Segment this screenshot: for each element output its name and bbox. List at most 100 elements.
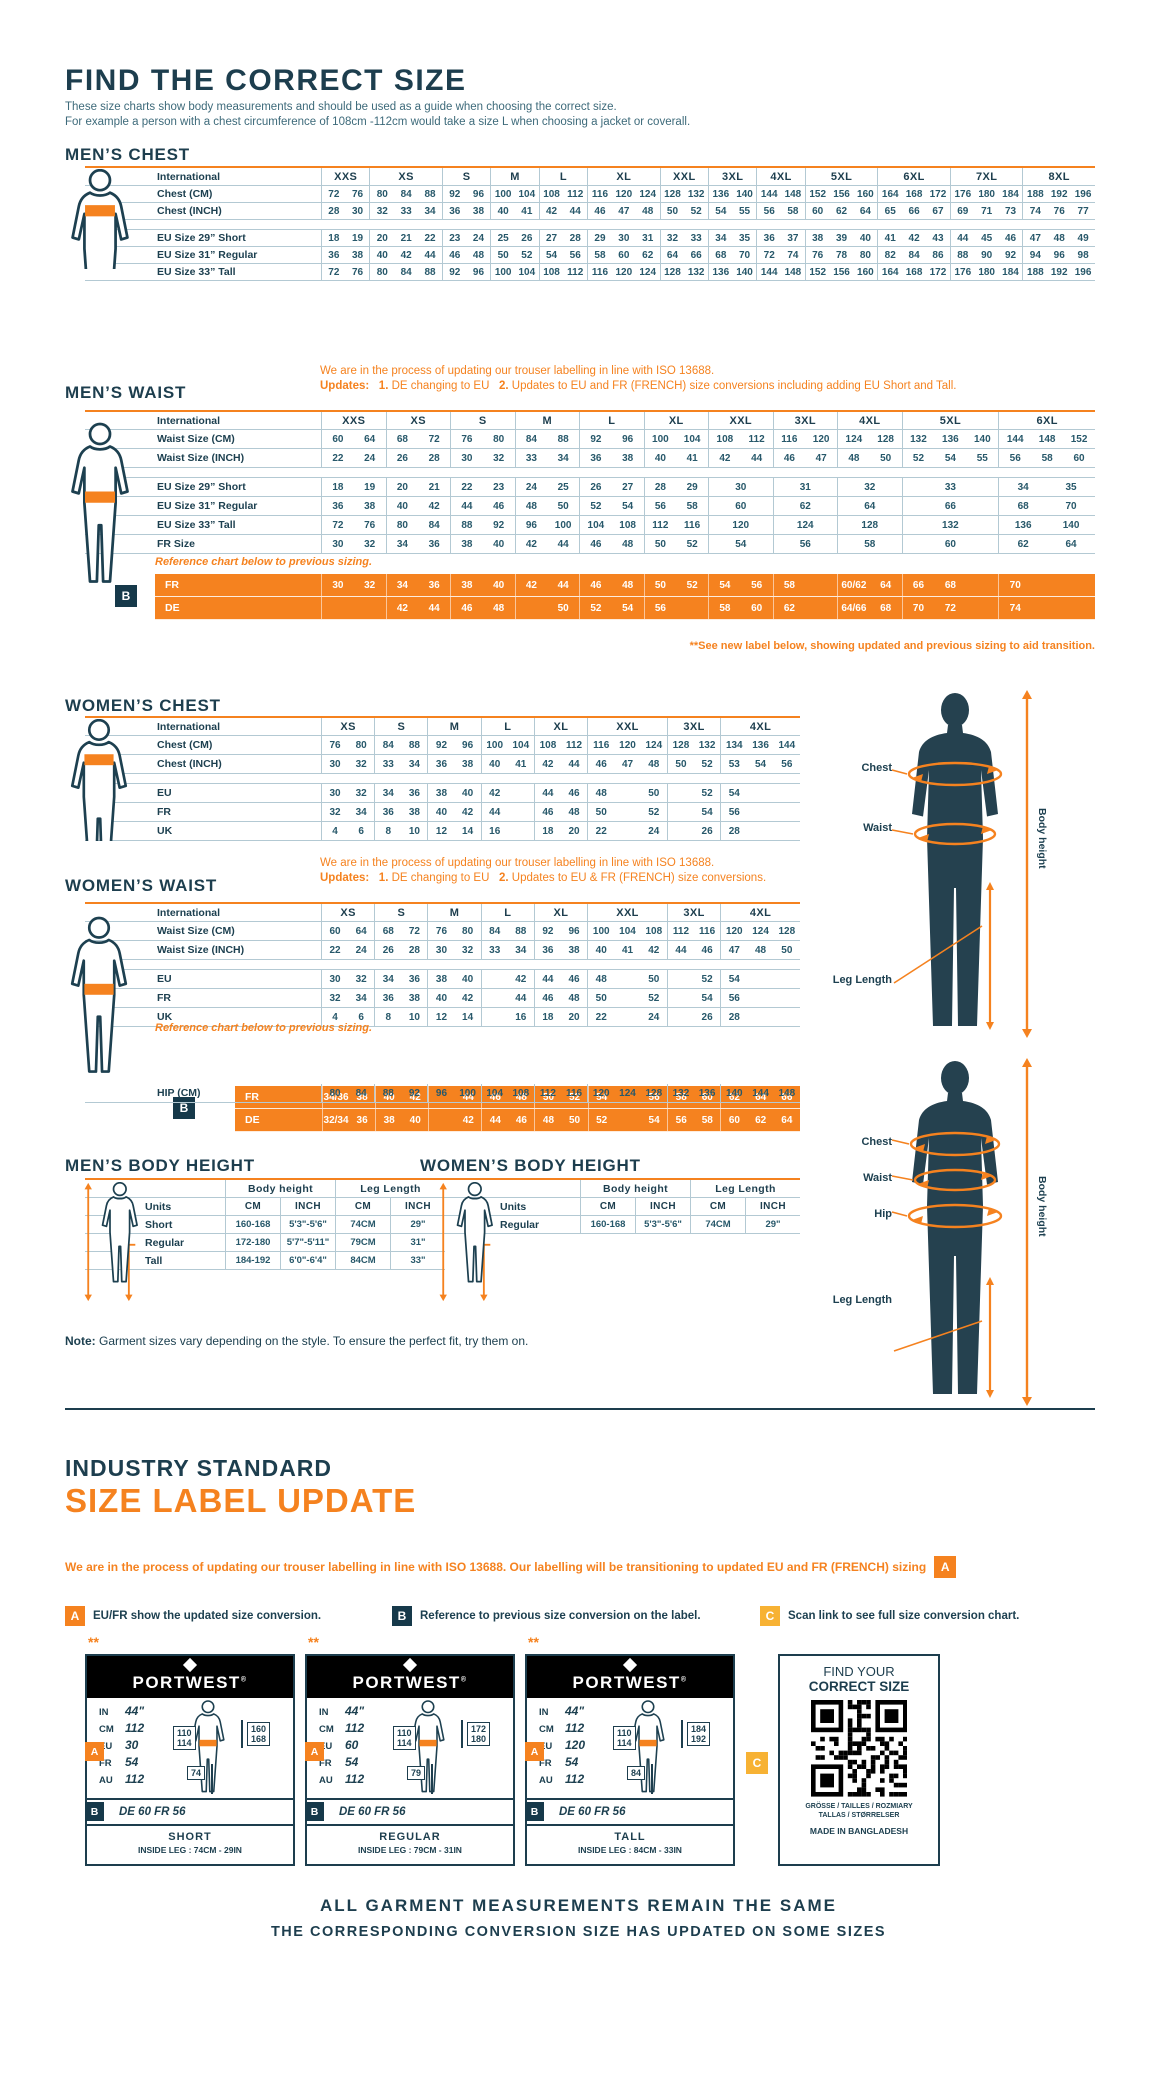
table-value: 52 — [648, 992, 660, 1004]
table-value: 92 — [590, 433, 602, 445]
table-cell: 88 92 — [374, 1084, 427, 1102]
table-row: EU Size 31” Regular 36 38 40 42 44 46 48 50 52 54 5… — [85, 497, 1095, 516]
industry-note: We are in the process of updating our tr… — [65, 1556, 957, 1578]
table-value: 54 — [648, 1114, 660, 1126]
height-measure-box: 160 168 — [247, 1722, 271, 1746]
row-label: DE — [245, 1114, 260, 1126]
bh-units-row: Units CM INCH CM INCH — [85, 1198, 445, 1216]
table-value: 53 — [728, 758, 740, 770]
table-value: 24 — [364, 452, 376, 464]
table-value: 80 — [859, 249, 871, 261]
table-cell: 42 44 — [538, 203, 587, 219]
table-cell: 16 — [480, 822, 534, 840]
table-value: 60 — [735, 500, 747, 512]
table-value: 184-192 — [235, 1255, 271, 1266]
table-value: 31 — [642, 232, 654, 244]
table-value: 76 — [1053, 205, 1065, 217]
table-cell: 72 76 — [321, 186, 369, 202]
table-cell: 152 156 160 — [804, 186, 878, 202]
table-row: FR 34/36 38 40 42 44 46 48 50 52 54 56 58 60 62 64 66 — [235, 1086, 800, 1109]
table-row: EU 30 32 34 36 38 40 42 44 46 48 50 52 54 — [85, 970, 800, 989]
table-value: 46 — [594, 205, 606, 217]
table-value: 56 — [648, 1091, 660, 1103]
column-header: International — [157, 720, 221, 733]
table-cell: 38 40 — [427, 970, 480, 988]
row-label: Units — [500, 1200, 527, 1213]
updates-label: Updates: — [320, 380, 370, 392]
table-value: 96 — [622, 433, 634, 445]
table-value: 78 — [835, 249, 848, 261]
garment-note-text: Garment sizes vary depending on the styl… — [95, 1334, 529, 1348]
brand-name: PORTWEST® — [352, 1673, 468, 1692]
table-cell: 42 44 — [514, 574, 580, 596]
table-value: 136 — [942, 433, 959, 445]
update-note-line2: Updates: 1. DE changing to EU 2. Updates… — [320, 871, 1100, 886]
footer-line-1: ALL GARMENT MEASUREMENTS REMAIN THE SAME — [320, 1896, 837, 1915]
garment-note: Note: Garment sizes vary depending on th… — [65, 1334, 528, 1348]
mens-body-height-figure-icon — [84, 1181, 146, 1302]
size-label-update-title: SIZE LABEL UPDATE — [65, 1482, 417, 1519]
table-value: 42 — [908, 232, 920, 244]
table-cell: 41 42 43 — [877, 230, 950, 246]
table-cell: 30 — [708, 478, 773, 496]
table-value: 64/66 — [841, 602, 867, 614]
table-cell: 40 42 — [427, 803, 480, 821]
table-value: 74 — [787, 249, 799, 261]
size-value: 54 — [125, 1755, 139, 1769]
table-value: 88 — [408, 739, 420, 751]
table-value: 180 — [978, 266, 995, 278]
table-value: 47 — [618, 205, 630, 217]
table-cell: 28 29 — [643, 478, 709, 496]
table-value: 45 — [981, 232, 993, 244]
table-cell: 12 14 — [427, 1008, 480, 1026]
table-value: 96 — [472, 188, 485, 200]
table-row: Short 160-168 5'3"-5'6" 74CM 29" — [85, 1216, 445, 1234]
table-value: 140 — [736, 188, 753, 200]
table-value: 136 — [712, 188, 730, 200]
table-value: 46 — [590, 538, 602, 550]
table-value: 67 — [932, 205, 944, 217]
table-value: 92 — [1004, 249, 1017, 261]
table-value: 40 — [376, 249, 388, 261]
table-value: 124 — [752, 925, 769, 937]
label-footer: SHORT INSIDE LEG : 74CM - 29IN — [87, 1824, 293, 1868]
table-value: 33 — [525, 452, 537, 464]
table-value: 22 — [595, 1011, 607, 1023]
table-cell: 36 38 — [374, 989, 427, 1007]
table-value: 66 — [908, 205, 920, 217]
table-value: 34 — [396, 579, 408, 591]
table-cell: 140 144 148 — [720, 1084, 800, 1102]
table-value: 46 — [590, 579, 602, 591]
table-row: EU Size 33” Tall 72 76 80 84 88 92 96 100 104 108 1… — [85, 516, 1095, 535]
table-value: 42 — [542, 758, 554, 770]
bh-unit-header: CM — [335, 1198, 390, 1215]
table-value: 96 — [1053, 249, 1065, 261]
table-cell: 34 35 — [708, 230, 756, 246]
table-value: 54 — [735, 538, 747, 550]
table-value: 60 — [1073, 452, 1085, 464]
table-cell: 44 46 — [533, 784, 587, 802]
table-row: Waist Size (INCH) 22 24 26 28 30 32 33 34 36 38 40 4… — [85, 941, 800, 960]
bh-group-header-row: Body height Leg Length — [440, 1178, 800, 1198]
label-size-row: EU 120 — [527, 1738, 733, 1755]
table-value: 62 — [799, 500, 811, 512]
table-cell: 128 132 — [659, 186, 708, 202]
table-cell: 46 48 — [533, 989, 587, 1007]
table-cell: 46 48 — [441, 247, 490, 263]
table-cell: 50 52 — [587, 989, 667, 1007]
womens-waist-update-note: We are in the process of updating our tr… — [320, 856, 1100, 886]
size-value: 44" — [565, 1704, 585, 1718]
table-value: 50 — [880, 452, 892, 464]
table-value: 14 — [462, 1011, 474, 1023]
table-value: 112 — [672, 925, 690, 937]
size-column-header: 4XL — [720, 718, 800, 735]
legend-b-text: Reference to previous size conversion on… — [420, 1610, 701, 1622]
size-column-header: XL — [533, 718, 587, 735]
table-value: 42 — [462, 1114, 474, 1126]
table-cell: 124 128 — [837, 430, 902, 448]
table-value: 184 — [1002, 266, 1019, 278]
table-value: 116 — [591, 266, 609, 278]
table-value: 30 — [351, 205, 364, 217]
table-value: 79CM — [350, 1237, 376, 1248]
table-value: 76 — [461, 433, 473, 445]
